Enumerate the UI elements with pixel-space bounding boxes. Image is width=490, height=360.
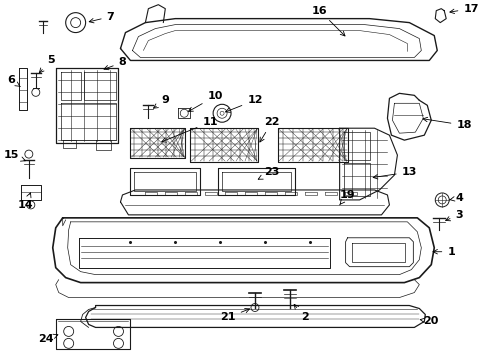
Text: 12: 12: [225, 95, 263, 112]
Text: 7: 7: [89, 12, 114, 23]
Text: 21: 21: [220, 309, 249, 323]
Text: 4: 4: [450, 193, 463, 203]
Text: 1: 1: [433, 247, 455, 257]
Text: 24: 24: [38, 334, 58, 345]
Text: 17: 17: [450, 4, 479, 14]
Text: 10: 10: [189, 91, 223, 112]
Text: 9: 9: [153, 95, 169, 108]
Text: 19: 19: [340, 190, 355, 205]
Text: 14: 14: [18, 193, 34, 210]
Text: 2: 2: [294, 305, 309, 323]
Text: 16: 16: [312, 6, 345, 36]
Text: 3: 3: [446, 210, 463, 221]
Text: 5: 5: [39, 55, 54, 73]
Text: 13: 13: [373, 167, 417, 179]
Text: 6: 6: [7, 75, 20, 86]
Text: 20: 20: [420, 316, 439, 327]
Text: 23: 23: [258, 167, 280, 179]
Text: 11: 11: [162, 117, 218, 142]
Text: 15: 15: [3, 150, 25, 161]
Text: 22: 22: [260, 117, 280, 142]
Text: 18: 18: [423, 117, 472, 130]
Text: 8: 8: [104, 58, 126, 70]
